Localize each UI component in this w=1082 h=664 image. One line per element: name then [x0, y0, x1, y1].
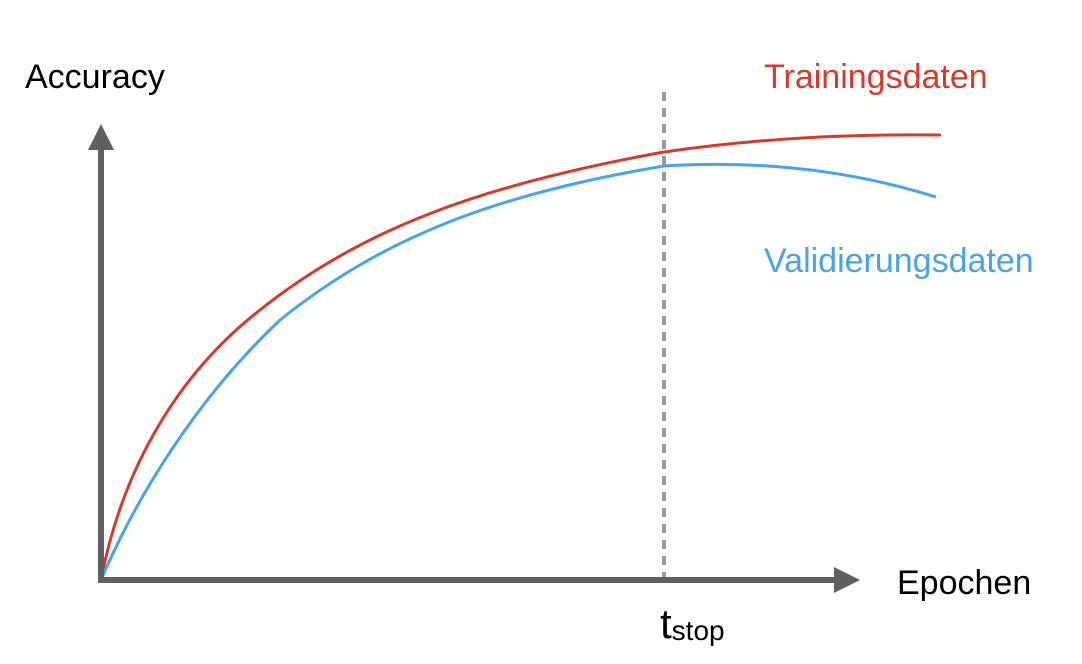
validation-curve: [99, 162, 937, 581]
stop-marker-label-main: t: [660, 600, 672, 647]
training-series-label: Trainingsdaten: [764, 58, 988, 96]
validation-series-label: Validierungsdaten: [764, 242, 1034, 280]
y-axis-label: Accuracy: [25, 58, 165, 96]
stop-marker-label: tstop: [660, 600, 725, 647]
x-axis-label: Epochen: [897, 564, 1031, 602]
x-axis-arrowhead: [834, 567, 860, 593]
y-axis-arrowhead: [88, 124, 114, 150]
stop-marker-label-subscript: stop: [672, 615, 725, 646]
training-curve: [99, 133, 942, 581]
